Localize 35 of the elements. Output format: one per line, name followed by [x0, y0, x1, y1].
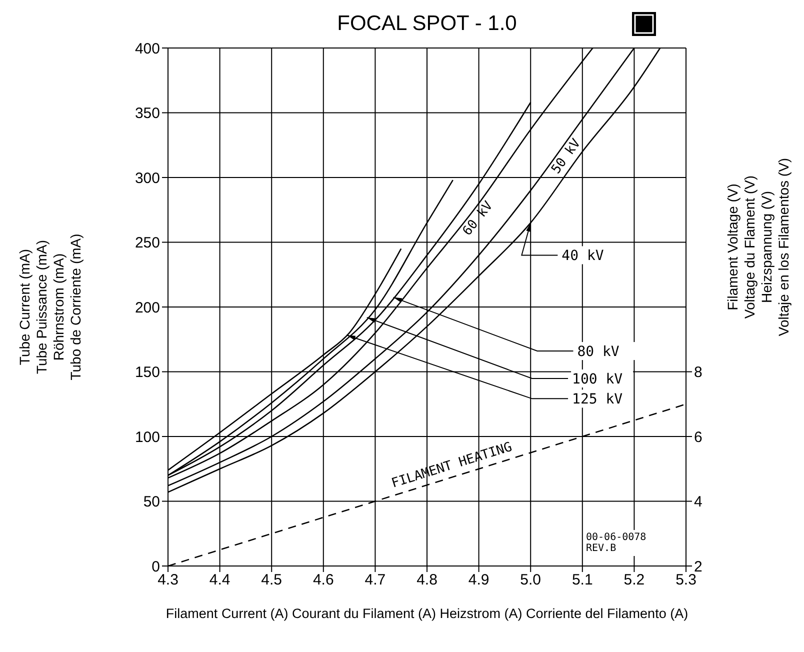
- text: 60 kV: [460, 198, 496, 239]
- x-tick-label: 5.3: [676, 572, 696, 589]
- x-tick-label: 5.0: [520, 572, 542, 589]
- y2-tick-label: 8: [694, 364, 702, 382]
- x-tick-label: 5.1: [572, 572, 593, 589]
- y-tick-label: 100: [134, 428, 160, 446]
- text: 100 kV: [572, 371, 624, 388]
- x-tick-label: 4.4: [209, 572, 230, 589]
- chart-title: FOCAL SPOT - 1.0: [337, 12, 517, 35]
- y-axis-title: Tube Current (mA) Tube Puissance (mA) Röhrnstrom (mA) Tubo de Corriente (mA): [16, 234, 84, 380]
- y-tick-label: 400: [134, 40, 160, 58]
- text: 125 kV: [572, 392, 624, 408]
- y-tick-label: 150: [134, 364, 160, 382]
- x-tick-label: 4.3: [158, 572, 178, 589]
- x-tick-label: 4.6: [312, 572, 334, 589]
- x-tick-label: 5.2: [624, 572, 645, 589]
- y-tick-label: 250: [134, 234, 160, 252]
- x-tick-label: 4.8: [416, 572, 438, 589]
- x-tick-label: 4.7: [364, 572, 386, 589]
- x-axis-title: Filament Current (A) Courant du Filament (A) Heizstrom (A) Corriente del Filamento (A): [166, 606, 688, 621]
- y2-axis-title: Filament Voltage (V) Voltage du Flament (V) Heizspannung (V) Voltaje en los Filamentos (V): [724, 158, 792, 336]
- y-tick-label: 50: [143, 494, 160, 511]
- y-tick-label: 350: [134, 105, 160, 122]
- text: 80 kV: [577, 344, 620, 360]
- y2-tick-label: 6: [694, 428, 702, 446]
- annotation: 00-06-0078 REV.B: [586, 532, 646, 554]
- y-tick-label: 0: [152, 558, 160, 576]
- y-tick-label: 300: [134, 170, 160, 187]
- y-tick-label: 200: [134, 299, 160, 316]
- x-tick-label: 4.9: [468, 572, 490, 589]
- y2-tick-label: 4: [694, 494, 702, 511]
- text: 50 kV: [548, 136, 584, 177]
- x-tick-label: 4.5: [261, 572, 282, 589]
- text: 40 kV: [562, 248, 604, 264]
- y2-tick-label: 2: [694, 558, 702, 576]
